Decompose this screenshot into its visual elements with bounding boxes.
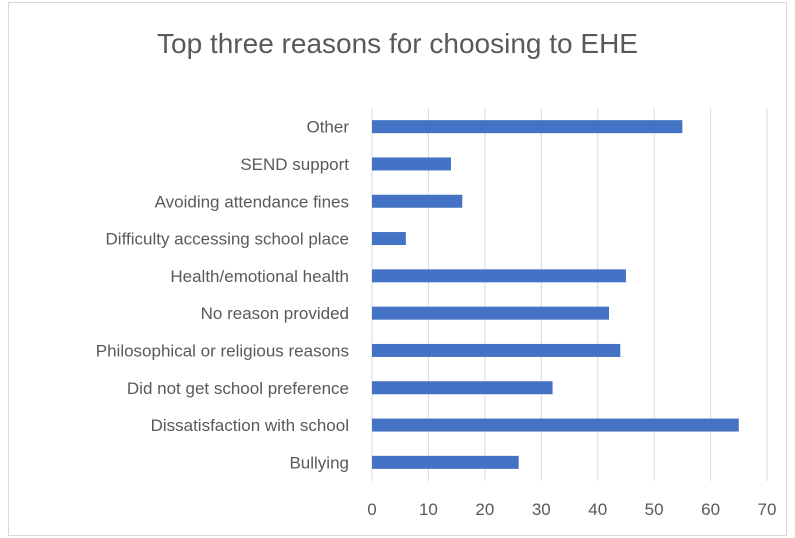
bar <box>372 232 406 246</box>
x-tick-label: 70 <box>758 500 777 519</box>
category-label: Avoiding attendance fines <box>155 192 349 211</box>
bar <box>372 418 739 432</box>
bar <box>372 381 553 395</box>
x-tick-label: 30 <box>532 500 551 519</box>
bar <box>372 306 609 320</box>
chart-title: Top three reasons for choosing to EHE <box>157 28 638 59</box>
chart-area <box>8 2 787 536</box>
bar <box>372 269 626 283</box>
category-label: Difficulty accessing school place <box>106 230 349 249</box>
category-label: Health/emotional health <box>170 267 349 286</box>
bar <box>372 157 451 171</box>
bar <box>372 455 519 469</box>
bar <box>372 120 683 134</box>
category-label: Bullying <box>289 453 349 472</box>
category-label: Philosophical or religious reasons <box>96 341 349 360</box>
category-label: Did not get school preference <box>127 379 349 398</box>
x-tick-label: 50 <box>645 500 664 519</box>
bar <box>372 343 621 357</box>
x-tick-label: 40 <box>588 500 607 519</box>
category-label: Dissatisfaction with school <box>151 416 349 435</box>
category-label: SEND support <box>240 155 349 174</box>
x-tick-label: 0 <box>367 500 376 519</box>
x-tick-label: 20 <box>475 500 494 519</box>
bar <box>372 194 463 208</box>
x-tick-label: 60 <box>701 500 720 519</box>
category-label: Other <box>306 118 349 137</box>
x-tick-label: 10 <box>419 500 438 519</box>
category-label: No reason provided <box>201 304 349 323</box>
